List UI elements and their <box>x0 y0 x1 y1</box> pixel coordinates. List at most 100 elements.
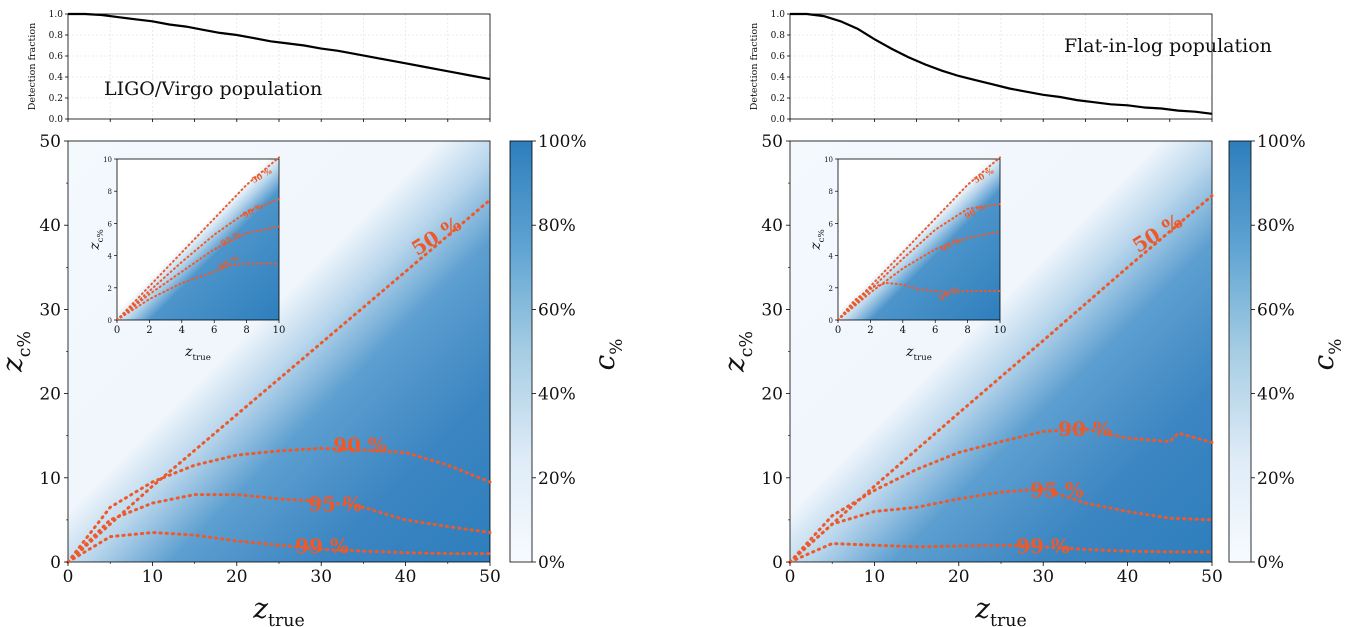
colorbar-tick-label: 0% <box>1257 553 1284 573</box>
contour-label-95: 95 % <box>308 492 362 516</box>
y-tick-label: 20 <box>761 385 783 405</box>
left-colorbar: 0% 20% 40% 60% 80% 100% c% <box>509 132 627 573</box>
heatmap-ylabel-base: z <box>0 357 29 373</box>
heatmap-ylabel-sub: c% <box>737 331 757 357</box>
colorbar-tick-label: 60% <box>1257 300 1295 320</box>
colorbar-tick-label: 80% <box>538 216 576 236</box>
y-tick-label: 50 <box>39 132 61 152</box>
y-tick-label: 40 <box>761 216 783 236</box>
colorbar-label: c% <box>1307 339 1346 371</box>
inset-ylabel-base: z <box>87 242 103 251</box>
colorbar-scale <box>509 140 533 563</box>
colorbar-tick-label: 40% <box>1257 385 1295 405</box>
colorbar-tick-label: 80% <box>1257 216 1295 236</box>
colorbar-label-base: c <box>588 354 621 370</box>
inset-x-tick-label: 10 <box>994 325 1007 336</box>
x-tick-label: 50 <box>479 567 501 587</box>
inset-ylabel-sub: c% <box>817 229 827 242</box>
inset-x-tick-label: 2 <box>146 325 152 336</box>
y-tick-label: 0.4 <box>49 73 64 83</box>
y-tick-label: 30 <box>761 300 783 320</box>
colorbar-tick-label: 100% <box>1257 132 1306 152</box>
right-heatmap: 50 %90 %95 %99 %0 10 20 30 40 5001020304050zt… <box>718 132 1223 627</box>
inset-x-tick-label: 0 <box>114 325 120 336</box>
inset-y-tick-label: 2 <box>829 285 833 293</box>
x-tick-label: 0 <box>785 567 796 587</box>
y-tick-label: 1.0 <box>49 10 64 20</box>
inset-y-tick-label: 2 <box>108 285 112 293</box>
inset-x-tick-label: 8 <box>964 325 970 336</box>
colorbar-label: c% <box>588 339 627 371</box>
y-tick-label: 0 <box>50 553 61 573</box>
inset-ylabel: zc% <box>87 229 106 251</box>
right-detection-plot: 0.0 0.2 0.4 0.6 0.8 1.0 Detection fraction Flat… <box>749 10 1272 125</box>
y-tick-label: 0.6 <box>49 52 64 62</box>
heatmap-ylabel: zc% <box>718 331 757 373</box>
colorbar-tick-label: 60% <box>538 300 576 320</box>
x-tick-label: 10 <box>142 567 164 587</box>
inset-contour-90 <box>116 198 280 321</box>
inset-y-tick-label: 0 <box>829 317 833 325</box>
heatmap-xlabel: ztrue <box>252 592 305 627</box>
contour-label-90: 90 % <box>1058 417 1112 441</box>
population-label: LIGO/Virgo population <box>104 78 322 100</box>
inset-y-tick-label: 4 <box>829 253 834 261</box>
inset-y-tick-label: 4 <box>108 253 113 261</box>
inset-contour-50 <box>116 156 280 321</box>
inset-contour-99 <box>837 281 1001 321</box>
y-tick-label: 10 <box>39 469 61 489</box>
x-tick-label: 10 <box>864 567 886 587</box>
right-colorbar: 0% 20% 40% 60% 80% 100% c% <box>1228 132 1346 573</box>
heatmap-xlabel: ztrue <box>974 592 1027 627</box>
contour-label-99: 99 % <box>295 534 349 558</box>
detection-ylabel: Detection fraction <box>27 23 38 110</box>
heatmap-ylabel: zc% <box>0 331 35 373</box>
inset-xlabel: ztrue <box>905 344 932 363</box>
contour-90 <box>788 427 1214 564</box>
detection-curve <box>790 12 1213 115</box>
y-tick-label: 50 <box>761 132 783 152</box>
inset-x-tick-label: 8 <box>243 325 249 336</box>
inset-contour-90 <box>837 203 1001 321</box>
right-panel: 0.0 0.2 0.4 0.6 0.8 1.0 Detection fraction Flat… <box>718 10 1346 627</box>
inset-y-tick-label: 0 <box>108 317 112 325</box>
inset-xlabel-sub: true <box>914 353 932 363</box>
x-tick-label: 40 <box>1117 567 1139 587</box>
y-tick-label: 0.8 <box>49 31 64 41</box>
left-panel: 0.0 0.2 0.4 0.6 0.8 1.0 Detection fraction LIGO… <box>0 10 627 627</box>
inset-xlabel-base: z <box>905 344 914 360</box>
inset-frame <box>116 158 280 321</box>
x-tick-label: 50 <box>1201 567 1223 587</box>
inset-xlabel-base: z <box>184 344 193 360</box>
inset-y-tick-label: 6 <box>829 220 834 228</box>
detection-curve <box>68 12 491 81</box>
x-tick-label: 20 <box>226 567 248 587</box>
y-tick-label: 0.0 <box>49 115 64 125</box>
inset-contour-95 <box>116 225 280 321</box>
heatmap-xlabel-sub: true <box>268 611 305 627</box>
heatmap-ylabel-sub: c% <box>15 331 35 357</box>
left-detection-plot: 0.0 0.2 0.4 0.6 0.8 1.0 Detection fraction LIGO… <box>27 10 491 125</box>
inset-xlabel-sub: true <box>193 353 211 363</box>
heatmap-xlabel-sub: true <box>990 611 1027 627</box>
inset-x-tick-label: 2 <box>867 325 873 336</box>
inset-contour-99 <box>116 262 280 321</box>
y-tick-label: 0.6 <box>771 52 786 62</box>
contour-95 <box>788 487 1214 564</box>
x-tick-label: 0 <box>63 567 74 587</box>
contour-90 <box>66 446 492 564</box>
y-tick-label: 40 <box>39 216 61 236</box>
y-tick-label: 0.2 <box>771 94 785 104</box>
y-tick-label: 0.0 <box>771 115 786 125</box>
inset-x-tick-label: 6 <box>932 325 938 336</box>
contour-50 <box>66 198 492 564</box>
inset-y-tick-label: 10 <box>103 156 112 164</box>
detection-ylabel: Detection fraction <box>749 23 760 110</box>
inset-contour-95 <box>837 230 1001 321</box>
contour-label-99: 99 % <box>1016 534 1070 558</box>
y-tick-label: 0.2 <box>49 94 63 104</box>
y-tick-label: 20 <box>39 385 61 405</box>
